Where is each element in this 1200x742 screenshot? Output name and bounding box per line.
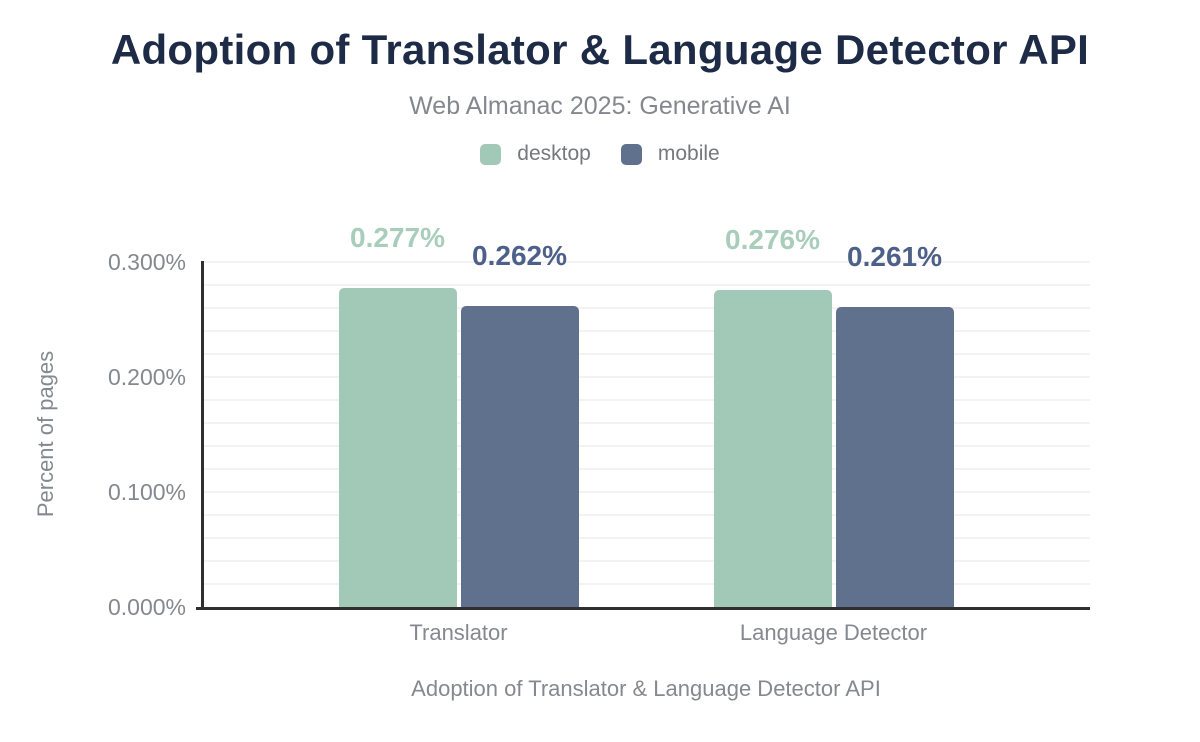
- legend-item-desktop[interactable]: desktop: [480, 142, 591, 166]
- x-category-label-translator: Translator: [409, 620, 508, 645]
- bar-label-desktop-translator: 0.277%: [350, 222, 445, 254]
- x-category-label-language-detector: Language Detector: [739, 620, 928, 645]
- chart-subtitle: Web Almanac 2025: Generative AI: [409, 92, 791, 120]
- gridline: [203, 560, 1090, 562]
- gridline: [203, 422, 1090, 424]
- legend: desktop mobile: [0, 142, 1200, 166]
- y-axis-line: [201, 261, 204, 610]
- legend-item-mobile[interactable]: mobile: [620, 142, 720, 166]
- y-tick-label: 0.100%: [107, 479, 186, 505]
- gridline: [203, 353, 1090, 355]
- y-tick-label: 0.000%: [107, 594, 186, 620]
- legend-label-mobile: mobile: [657, 142, 720, 165]
- x-axis-line: [196, 607, 1090, 610]
- chart-title: Adoption of Translator & Language Detect…: [110, 26, 1090, 73]
- y-tick-label: 0.300%: [107, 249, 186, 275]
- bar-mobile-translator[interactable]: [460, 305, 579, 607]
- bar-label-mobile-translator: 0.262%: [472, 239, 567, 271]
- gridline: [203, 330, 1090, 332]
- desktop-swatch-icon: [480, 143, 502, 165]
- legend-label-desktop: desktop: [517, 142, 591, 165]
- y-tick-label: 0.200%: [107, 364, 186, 390]
- gridline: [203, 307, 1090, 309]
- bar-desktop-translator[interactable]: [338, 288, 457, 607]
- y-axis-title: Percent of pages: [33, 350, 58, 518]
- gridline: [203, 399, 1090, 401]
- bar-mobile-language-detector[interactable]: [835, 306, 954, 607]
- bar-desktop-language-detector[interactable]: [713, 289, 832, 607]
- bar-label-desktop-language-detector: 0.276%: [725, 223, 820, 255]
- gridline: [203, 445, 1090, 447]
- gridline: [203, 468, 1090, 470]
- gridline: [203, 376, 1090, 378]
- gridline: [203, 261, 1090, 263]
- gridline: [203, 583, 1090, 585]
- gridline: [203, 284, 1090, 286]
- x-axis-title: Adoption of Translator & Language Detect…: [411, 676, 881, 701]
- gridline: [203, 514, 1090, 516]
- mobile-swatch-icon: [620, 143, 642, 165]
- gridline: [203, 537, 1090, 539]
- bar-label-mobile-language-detector: 0.261%: [847, 240, 942, 272]
- gridline: [203, 491, 1090, 493]
